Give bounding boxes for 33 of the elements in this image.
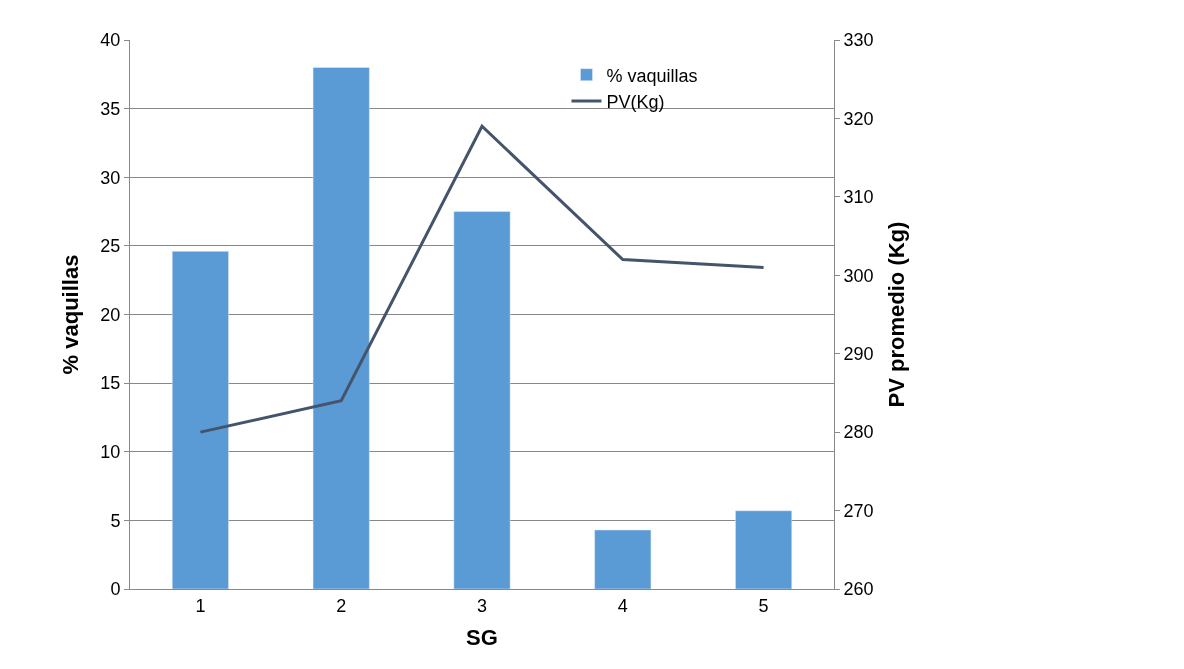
y2-tick-label: 320 [843,108,874,129]
y-axis-title: % vaquillas [58,254,84,375]
x-tick-label: 3 [476,595,488,616]
y-tick-label: 0 [110,579,121,600]
y-tick-label: 30 [100,167,121,188]
legend-label: PV(Kg) [606,92,665,113]
y2-axis-title: PV promedio (Kg) [883,221,909,408]
y2-tick-label: 290 [843,344,874,365]
legend-label: % vaquillas [606,65,698,86]
y-tick-label: 25 [100,236,121,257]
y2-tick-label: 280 [843,422,874,443]
y-tick-label: 20 [100,304,121,325]
y2-tick-label: 300 [843,265,874,286]
x-tick-label: 4 [617,595,628,616]
y-tick-label: 10 [100,442,121,463]
y-tick-label: 40 [100,30,121,51]
y-tick-label: 5 [110,510,121,531]
bar [312,67,370,589]
x-tick-label: 1 [195,595,206,616]
bar [735,510,793,589]
x-tick-label: 5 [758,595,769,616]
y-tick-label: 35 [100,98,121,119]
bar [453,211,511,589]
bar [594,529,652,589]
y2-tick-label: 330 [843,30,874,51]
y2-tick-label: 310 [843,187,874,208]
x-tick-label: 2 [336,595,347,616]
line-series [198,124,766,434]
y2-tick-label: 260 [843,579,874,600]
bar [171,251,229,589]
y-tick-label: 15 [100,373,121,394]
y2-tick-label: 270 [843,500,874,521]
x-axis-title: SG [466,625,498,651]
